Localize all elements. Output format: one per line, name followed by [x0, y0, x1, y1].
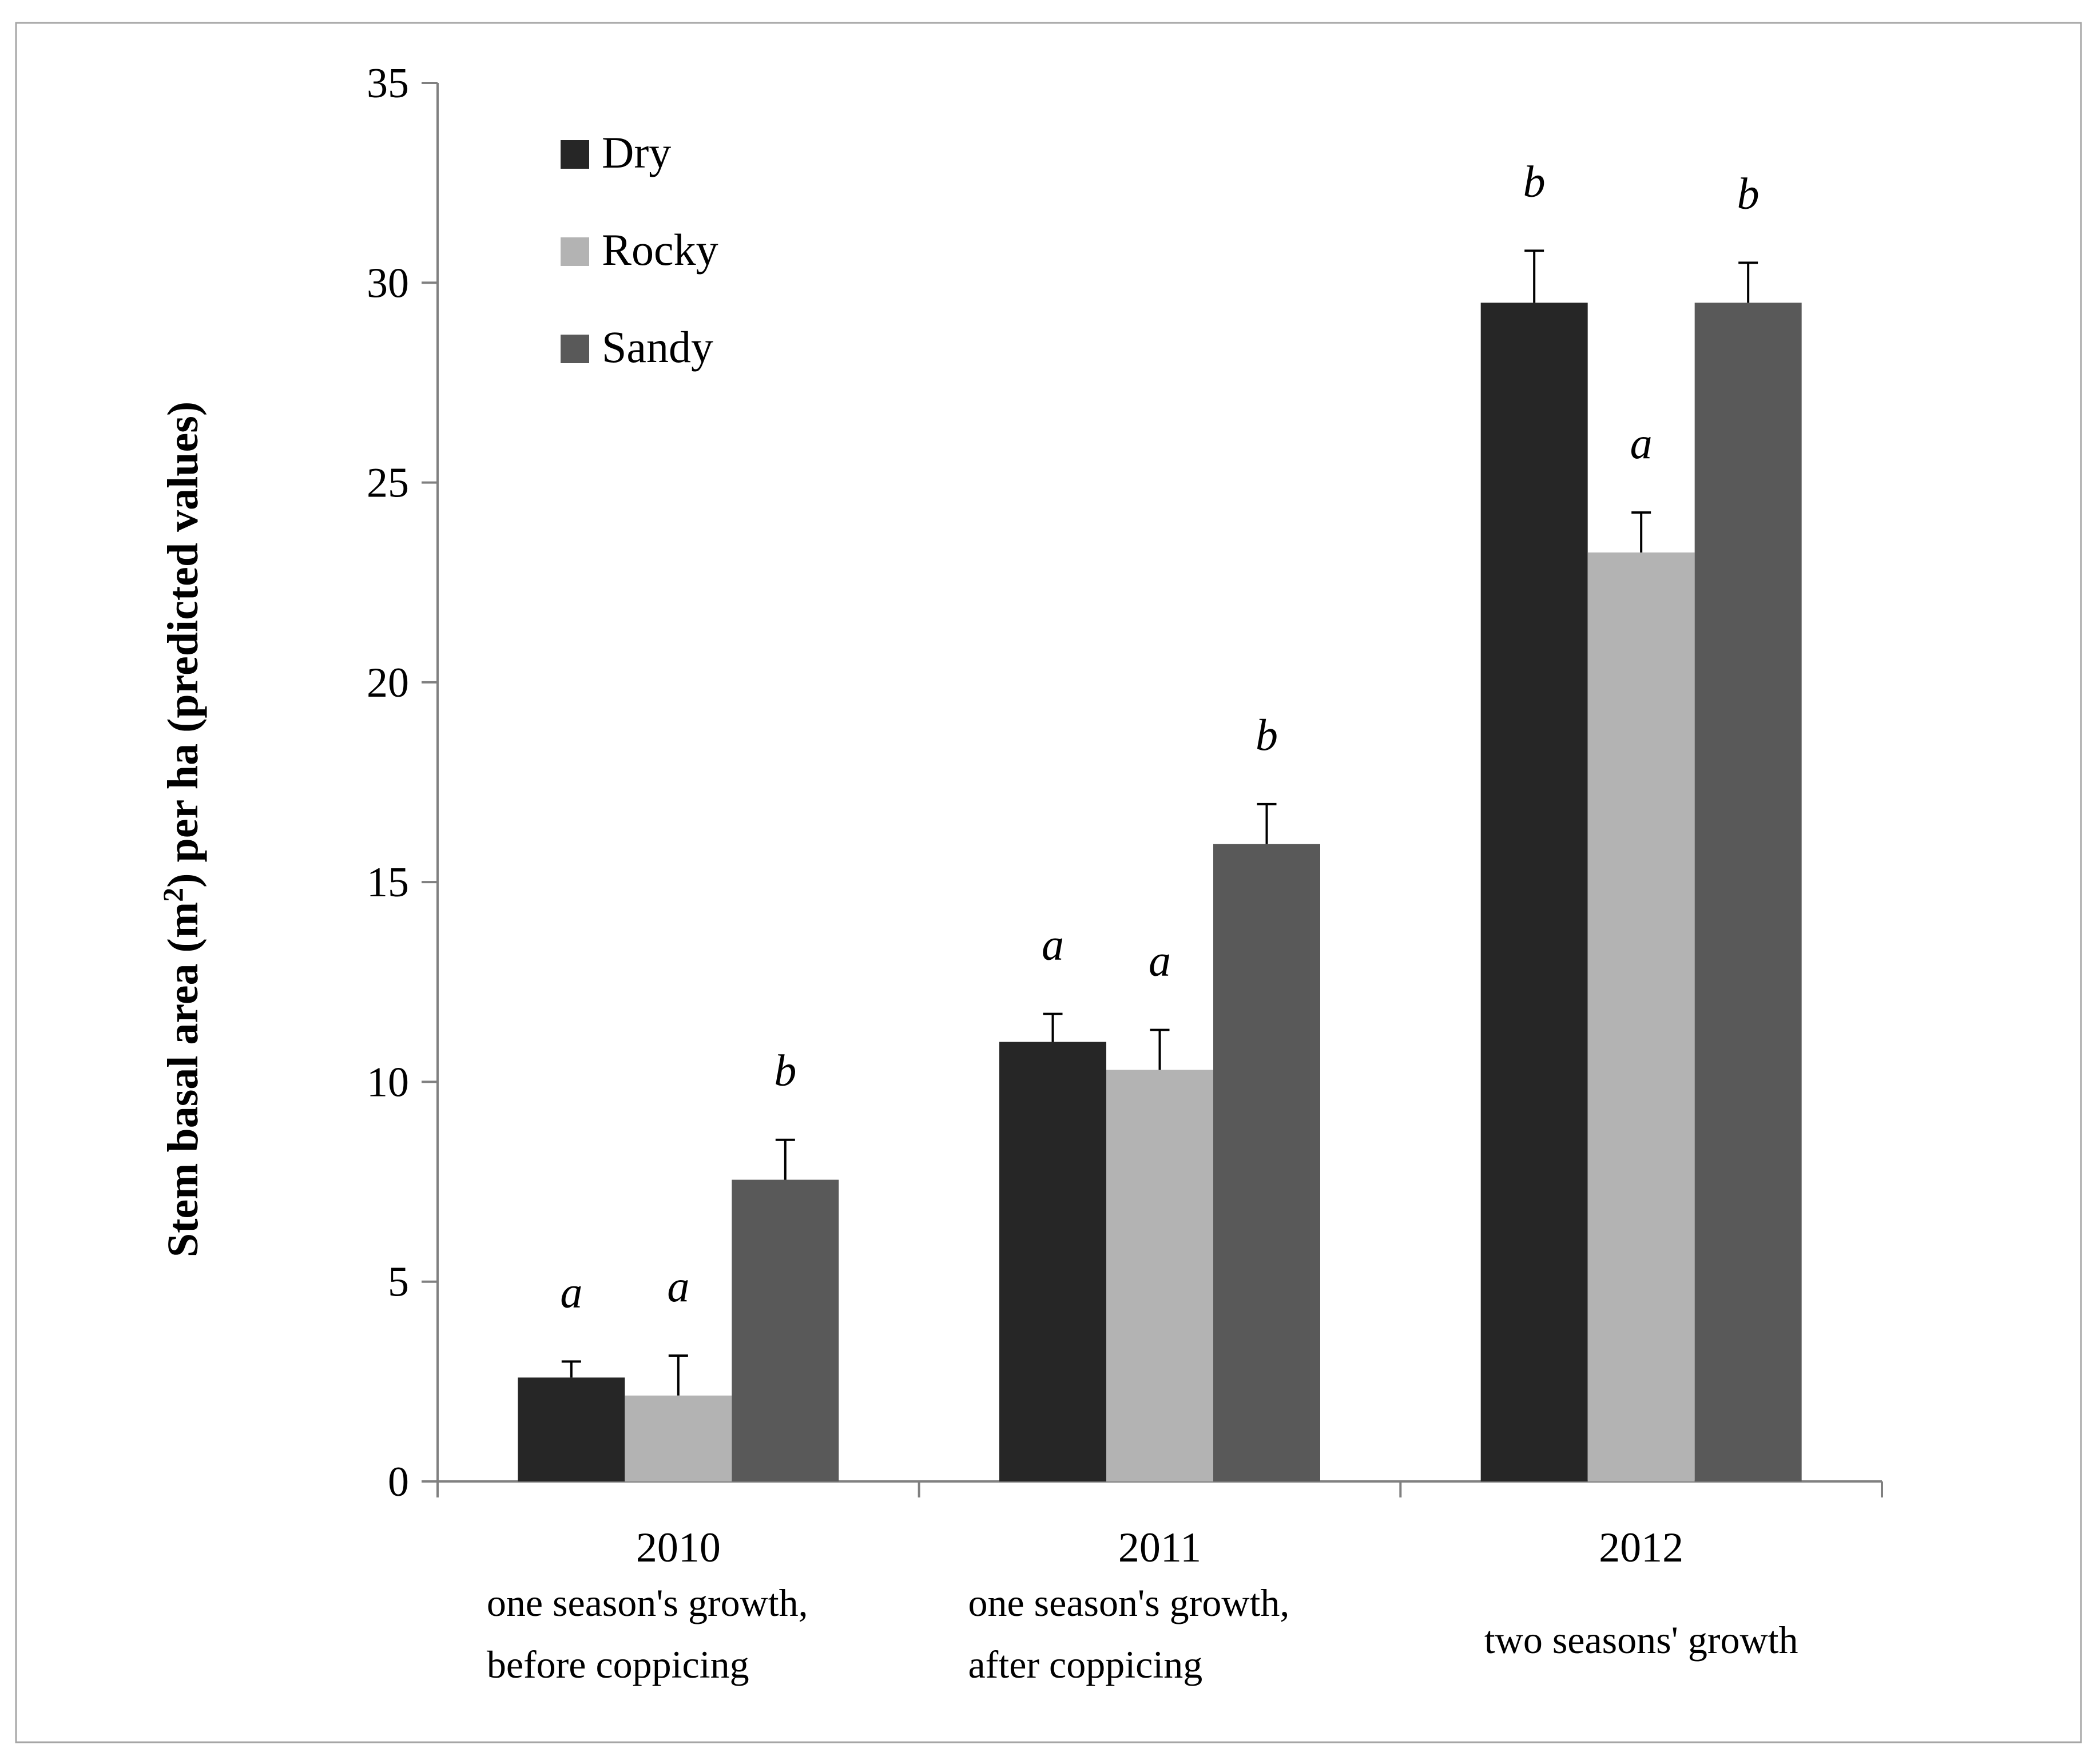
- y-tick-label: 5: [388, 1259, 409, 1306]
- legend-swatch-sandy: [561, 335, 589, 363]
- legend-label-rocky: Rocky: [602, 225, 718, 275]
- significance-letter: a: [1630, 418, 1653, 468]
- bar-rocky: [1106, 1070, 1213, 1481]
- y-tick-label: 15: [367, 859, 409, 906]
- y-tick-label: 30: [367, 260, 409, 307]
- chart-frame: [15, 22, 2082, 1743]
- legend-label-dry: Dry: [602, 128, 671, 177]
- x-category-sublabel: before coppicing: [487, 1643, 749, 1686]
- legend-swatch-rocky: [561, 237, 589, 266]
- x-category-label: 2010: [636, 1524, 721, 1571]
- y-axis-title: Stem basal area (m2) per ha (predicted v…: [157, 402, 207, 1257]
- legend-swatch-dry: [561, 140, 589, 169]
- y-axis-label: Stem basal area (m2) per ha (predicted v…: [157, 402, 207, 1257]
- significance-letter: a: [1149, 936, 1171, 986]
- error-bars: [561, 249, 1758, 1396]
- bar-sandy: [1213, 844, 1320, 1481]
- bar-sandy: [1694, 303, 1802, 1481]
- x-category-sublabel: after coppicing: [968, 1643, 1203, 1686]
- significance-labels: a a b a a b b a b: [560, 156, 1759, 1317]
- bars: [518, 303, 1802, 1481]
- x-category-label: 2012: [1599, 1524, 1683, 1571]
- bar-dry: [1480, 303, 1588, 1481]
- y-axis: 0 5 10 15 20 25 30 35: [367, 60, 439, 1505]
- x-category-label: 2011: [1118, 1524, 1201, 1571]
- y-tick-label: 0: [388, 1459, 409, 1505]
- bar-rocky: [625, 1395, 732, 1481]
- x-category-sublabel: two seasons' growth: [1484, 1618, 1798, 1662]
- y-tick-label: 35: [367, 60, 409, 107]
- bar-dry: [999, 1042, 1106, 1481]
- significance-letter: a: [1042, 920, 1064, 970]
- x-category-sublabel: one season's growth,: [487, 1581, 808, 1624]
- significance-letter: b: [774, 1046, 796, 1095]
- significance-letter: a: [560, 1267, 582, 1317]
- legend: Dry Rocky Sandy: [561, 128, 718, 372]
- significance-letter: b: [1256, 710, 1278, 760]
- significance-letter: b: [1737, 168, 1760, 218]
- significance-letter: a: [667, 1261, 689, 1311]
- bar-sandy: [732, 1179, 839, 1481]
- significance-letter: b: [1523, 156, 1546, 206]
- x-category-sublabel: one season's growth,: [968, 1581, 1290, 1624]
- y-tick-label: 10: [367, 1059, 409, 1106]
- bar-dry: [518, 1377, 625, 1481]
- y-axis-label-superscript: 2: [157, 888, 189, 902]
- y-tick-label: 25: [367, 460, 409, 507]
- y-tick-label: 20: [367, 659, 409, 706]
- bar-rocky: [1587, 552, 1695, 1481]
- x-axis: 2010 one season's growth, before coppicing…: [436, 1480, 1883, 1686]
- legend-label-sandy: Sandy: [602, 322, 713, 372]
